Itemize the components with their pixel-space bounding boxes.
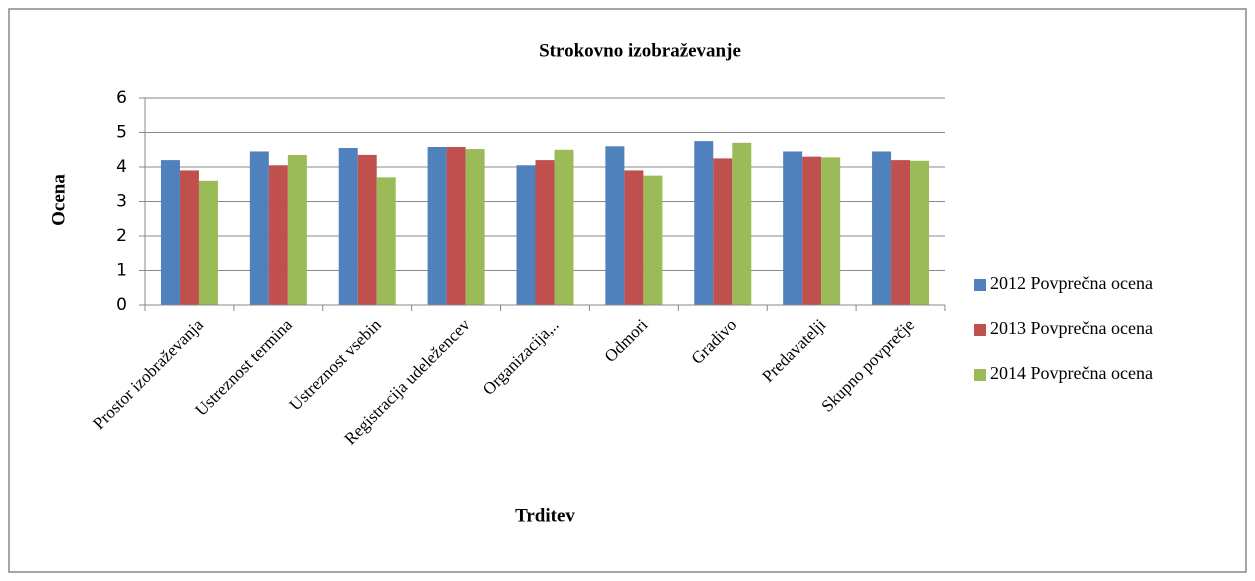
bar [821,157,841,305]
y-axis-title: Ocena [48,174,69,226]
y-tick-label: 3 [116,192,127,212]
bar [446,146,466,305]
bar [732,142,752,305]
bar [910,160,930,305]
legend-label: 2013 Povprečna ocena [990,318,1153,338]
bar [338,148,358,305]
legend-label: 2012 Povprečna ocena [990,273,1153,293]
bar [783,151,803,305]
bar [802,156,822,305]
chart-title: Strokovno izobraževanje [539,40,741,61]
legend-label: 2014 Povprečna ocena [990,363,1153,383]
bar [268,165,288,305]
y-tick-label: 4 [116,157,127,177]
bar [249,151,269,305]
bar [287,154,307,305]
y-tick-label: 6 [116,88,127,108]
bar [713,158,733,305]
bar [891,160,911,305]
bar [179,170,199,305]
legend-swatch [974,324,986,336]
bar [872,151,892,305]
bar [198,180,218,305]
bar [643,175,663,305]
bar [357,154,377,305]
x-axis-title: Trditev [515,505,575,526]
bar [694,141,714,305]
bar [554,149,574,305]
bar [535,160,555,305]
legend-swatch [974,279,986,291]
legend-swatch [974,369,986,381]
y-tick-label: 5 [116,123,127,143]
bar [624,170,644,305]
bar [427,146,447,305]
y-tick-label: 0 [116,295,127,315]
bar [516,165,536,305]
bar [376,177,396,305]
bar [605,146,625,305]
y-tick-label: 2 [116,226,127,246]
bar [465,149,485,305]
y-tick-label: 1 [116,261,127,281]
bar [160,160,180,305]
